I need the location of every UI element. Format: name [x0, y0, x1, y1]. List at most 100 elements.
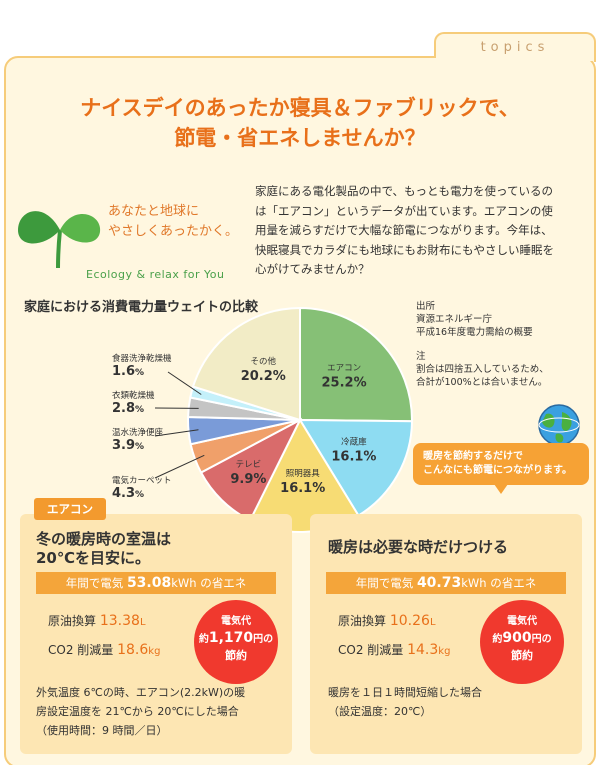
callout-name-carpet: 電気カーペット [112, 476, 172, 486]
source-line2: 平成16年度電力需給の概要 [416, 327, 533, 338]
right-circle-unit: 円の [531, 634, 552, 645]
headline-line2: 節電・省エネしませんか？ [174, 126, 426, 150]
right-cond-line2: （設定温度：20℃） [328, 705, 432, 718]
pie-label-value-aircon: 25.2% [322, 375, 367, 390]
right-cond-line1: 暖房を１日１時間短縮した場合 [328, 686, 482, 699]
right-circle-bottom: 節約 [511, 649, 533, 662]
left-condition-text: 外気温度 6℃の時、エアコン(2.2kW)の暖 房設定温度を 21℃から 20℃… [36, 683, 245, 740]
callout-num-dryer: 2.8 [112, 401, 136, 416]
sprout-icon [18, 211, 101, 269]
right-co2-unit: kg [438, 646, 451, 657]
right-bar-value: 40.73 [416, 575, 462, 591]
left-co2-metric: CO2 削減量 18.6kg [48, 641, 160, 658]
bubble-line1: 暖房を節約するだけで [423, 451, 523, 462]
slogan-line1: あなたと地球に [108, 204, 200, 219]
headline-line1: ナイスデイのあったか寝具＆ファブリックで、 [80, 96, 520, 120]
callout-name-dishwasher: 食器洗浄乾燥機 [112, 354, 172, 364]
callout-unit-carpet: % [135, 490, 145, 500]
callout-num-toilet: 3.9 [112, 438, 136, 453]
callout-unit-dryer: % [135, 405, 145, 415]
source-line1: 資源エネルギー庁 [416, 314, 493, 325]
right-bar-suffix: の省エネ [490, 576, 537, 590]
right-co2-value: 14.3 [407, 642, 439, 658]
right-oil-label: 原油換算 [338, 614, 387, 628]
pie-label-value-tv: 9.9% [230, 472, 266, 487]
note-heading: 注 [416, 351, 426, 362]
callout-name-toilet: 温水洗浄便座 [112, 428, 164, 438]
left-cond-line3: （使用時間：9 時間／日） [36, 724, 168, 737]
saving-speech-bubble: 暖房を節約するだけで こんなにも節電につながります。 [413, 443, 589, 485]
callout-value-carpet: 4.3% [112, 486, 144, 501]
right-condition-text: 暖房を１日１時間短縮した場合 （設定温度：20℃） [328, 683, 482, 721]
right-savings-bar: 年間で電気 40.73kWh の省エネ [326, 572, 566, 594]
intro-text: 家庭にある電化製品の中で、もっとも電力を使っているのは「エアコン」というデータが… [255, 184, 554, 276]
left-cond-line2: 房設定温度を 21℃から 20℃にした場合 [36, 705, 239, 718]
left-circle-amount: 1,170 [208, 630, 254, 646]
slogan-line2: やさしくあったかく。 [108, 224, 239, 239]
left-heading-line1: 冬の暖房時の室温は [36, 530, 172, 548]
callout-value-toilet: 3.9% [112, 438, 144, 453]
bubble-tail [494, 484, 508, 494]
left-bar-suffix: の省エネ [200, 576, 247, 590]
chart-title: 家庭における消費電力量ウェイトの比較 [24, 300, 259, 315]
aircon-tag: エアコン [34, 498, 106, 520]
left-bar-value: 53.08 [126, 575, 172, 591]
callout-unit-dishwasher: % [135, 368, 145, 378]
right-oil-value: 10.26 [389, 613, 430, 629]
note-line2: 合計が100%とは合いません。 [416, 377, 548, 388]
pie-label-name-fridge: 冷蔵庫 [341, 437, 367, 448]
right-cost-saving-circle: 電気代 約900円の 節約 [480, 600, 564, 684]
pie-slice-aircon [299, 306, 413, 423]
callout-num-carpet: 4.3 [112, 486, 136, 501]
callout-value-dryer: 2.8% [112, 401, 144, 416]
right-co2-label: CO2 削減量 [338, 643, 404, 657]
left-cost-saving-circle: 電気代 約1,170円の 節約 [194, 600, 278, 684]
leader-line-carpet [154, 454, 205, 479]
right-co2-metric: CO2 削減量 14.3kg [338, 641, 450, 658]
source-note: 出所 資源エネルギー庁 平成16年度電力需給の概要 [416, 300, 533, 339]
left-cond-line1: 外気温度 6℃の時、エアコン(2.2kW)の暖 [36, 686, 246, 699]
pie-label-value-lighting: 16.1% [280, 481, 325, 496]
right-bar-unit: kWh [461, 576, 487, 590]
source-heading: 出所 [416, 301, 436, 312]
left-heading-line2: 20℃を目安に。 [36, 549, 151, 567]
callout-value-dishwasher: 1.6% [112, 364, 144, 379]
left-circle-top: 電気代 [221, 616, 251, 627]
left-co2-value: 18.6 [117, 642, 149, 658]
note-line1: 割合は四捨五入しているため、 [416, 364, 549, 375]
tab-joint [436, 55, 594, 61]
leader-line-dishwasher [167, 371, 202, 395]
left-savings-bar: 年間で電気 53.08kWh の省エネ [36, 572, 276, 594]
eco-tagline: Ecology & relax for You [86, 268, 225, 281]
pie-label-name-other: その他 [251, 356, 277, 367]
right-circle-amount: 900 [502, 630, 532, 646]
left-circle-amount-line: 約1,170円の [194, 630, 278, 646]
left-circle-bottom: 節約 [225, 649, 247, 662]
pie-slice-other [191, 306, 301, 422]
right-heading: 暖房は必要な時だけつける [328, 538, 509, 556]
callout-name-dryer: 衣類乾燥機 [112, 391, 155, 401]
right-oil-metric: 原油換算 10.26L [338, 612, 436, 629]
callout-unit-toilet: % [135, 442, 145, 452]
left-circle-prefix: 約 [198, 634, 209, 645]
left-bar-unit: kWh [171, 576, 197, 590]
left-co2-label: CO2 削減量 [48, 643, 114, 657]
pie-label-value-other: 20.2% [241, 369, 286, 384]
pie-slice-fridge [298, 418, 414, 517]
left-oil-metric: 原油換算 13.38L [48, 612, 146, 629]
right-circle-prefix: 約 [492, 634, 503, 645]
left-bar-prefix: 年間で電気 [65, 576, 124, 590]
left-oil-unit: L [139, 617, 146, 628]
callout-num-dishwasher: 1.6 [112, 364, 136, 379]
left-oil-value: 13.38 [99, 613, 140, 629]
bubble-line2: こんなにも節電につながります。 [423, 465, 572, 476]
right-circle-amount-line: 約900円の [480, 630, 564, 646]
pie-label-name-lighting: 照明器具 [286, 469, 321, 479]
pie-label-value-fridge: 16.1% [331, 450, 376, 465]
pie-label-name-tv: テレビ [236, 460, 262, 470]
right-bar-prefix: 年間で電気 [355, 576, 414, 590]
left-circle-unit: 円の [253, 634, 274, 645]
right-oil-unit: L [429, 617, 436, 628]
pie-label-name-aircon: エアコン [327, 363, 361, 373]
right-circle-top: 電気代 [507, 616, 537, 627]
